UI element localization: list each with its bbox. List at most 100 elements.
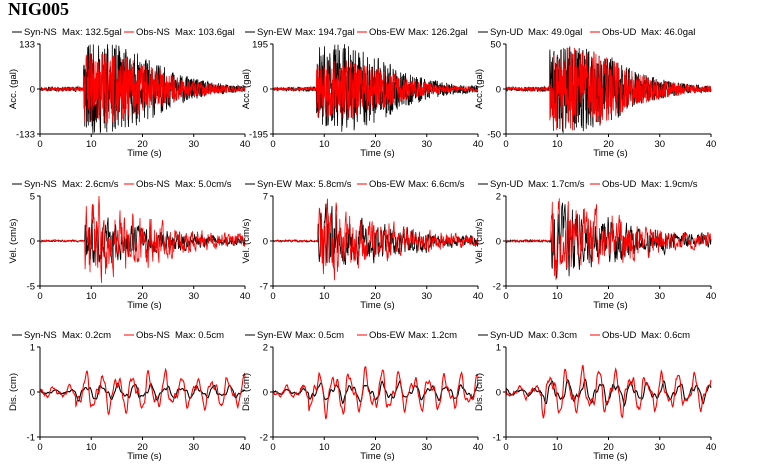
legend-max-syn: Max: 0.2cm — [62, 330, 111, 341]
x-tick-label: 30 — [654, 442, 665, 453]
x-tick-label: 40 — [706, 442, 717, 453]
y-tick-label: 7 — [263, 192, 268, 203]
legend-label-obs: Obs-NS — [136, 330, 170, 341]
panel-vel-ud: Syn-UD Max: 1.7cm/s Obs-UD Max: 1.9cm/s-202… — [474, 179, 716, 311]
x-tick-label: 10 — [552, 442, 563, 453]
legend: Syn-EW Max: 0.5cm Obs-EW Max: 1.2cm — [245, 330, 457, 341]
y-tick-label: -7 — [260, 282, 268, 293]
y-tick-label: -1 — [493, 433, 501, 444]
x-tick-label: 0 — [503, 139, 508, 150]
x-tick-label: 40 — [240, 139, 251, 150]
y-axis-label: Acc. (gal) — [474, 69, 485, 109]
x-axis-label: Time (s) — [593, 300, 627, 311]
y-axis-label: Dis. (cm) — [474, 373, 485, 411]
x-tick-label: 30 — [188, 139, 199, 150]
legend-max-syn: Max: 0.3cm — [528, 330, 577, 341]
y-tick-label: -50 — [487, 130, 501, 141]
y-tick-label: 1 — [496, 343, 501, 354]
x-tick-label: 10 — [319, 442, 330, 453]
series-syn-ns — [39, 382, 246, 402]
series-obs-ew — [272, 366, 479, 420]
y-tick-label: 0 — [263, 85, 268, 96]
x-tick-label: 30 — [188, 442, 199, 453]
legend-label-obs: Obs-NS — [136, 179, 170, 190]
legend-max-syn: Max: 132.5gal — [62, 27, 122, 38]
series-obs-ew — [272, 198, 479, 281]
legend: Syn-EW Max: 194.7gal Obs-EW Max: 126.2gal — [245, 27, 468, 38]
x-tick-label: 0 — [270, 442, 275, 453]
y-tick-label: 2 — [496, 192, 501, 203]
y-axis-label: Vel. (cm/s) — [241, 219, 252, 264]
x-axis-label: Time (s) — [593, 148, 627, 159]
y-tick-label: 0 — [263, 237, 268, 248]
legend-max-syn: Max: 2.6cm/s — [62, 179, 119, 190]
legend: Syn-UD Max: 49.0gal Obs-UD Max: 46.0gal — [478, 27, 695, 38]
x-tick-label: 30 — [421, 291, 432, 302]
y-axis-label: Dis. (cm) — [241, 373, 252, 411]
y-tick-label: 0 — [496, 237, 501, 248]
panel-vel-ns: Syn-NS Max: 2.6cm/s Obs-NS Max: 5.0cm/s-505… — [8, 179, 250, 311]
y-axis-label: Acc. (gal) — [241, 69, 252, 109]
legend-max-obs: Max: 5.0cm/s — [175, 179, 232, 190]
x-tick-label: 20 — [137, 139, 148, 150]
legend-max-obs: Max: 0.5cm — [175, 330, 224, 341]
x-tick-label: 40 — [240, 291, 251, 302]
y-tick-label: -133 — [16, 130, 35, 141]
x-tick-label: 30 — [654, 291, 665, 302]
legend-max-obs: Max: 1.2cm — [408, 330, 457, 341]
panel-acc-ud: Syn-UD Max: 49.0gal Obs-UD Max: 46.0gal-500… — [474, 27, 716, 159]
x-tick-label: 40 — [706, 291, 717, 302]
y-tick-label: 0 — [496, 85, 501, 96]
legend: Syn-NS Max: 2.6cm/s Obs-NS Max: 5.0cm/s — [12, 179, 232, 190]
y-tick-label: 0 — [496, 388, 501, 399]
station-title: NIG005 — [8, 0, 70, 19]
panel-acc-ew: Syn-EW Max: 194.7gal Obs-EW Max: 126.2gal -1… — [241, 27, 483, 159]
x-tick-label: 10 — [86, 291, 97, 302]
y-tick-label: -195 — [249, 130, 268, 141]
legend: Syn-EW Max: 5.8cm/s Obs-EW Max: 6.6cm/s — [245, 179, 465, 190]
series-obs-ns — [39, 195, 246, 283]
legend-label-syn: Syn-EW — [257, 179, 292, 190]
legend-label-obs: Obs-EW — [369, 179, 405, 190]
x-axis-label: Time (s) — [360, 451, 394, 462]
x-axis-label: Time (s) — [360, 148, 394, 159]
y-tick-label: 0 — [30, 237, 35, 248]
y-axis-label: Vel. (cm/s) — [8, 219, 19, 264]
x-tick-label: 40 — [240, 442, 251, 453]
x-tick-label: 40 — [473, 442, 484, 453]
legend-label-syn: Syn-EW — [257, 27, 292, 38]
legend-label-obs: Obs-UD — [602, 27, 636, 38]
legend-label-obs: Obs-UD — [602, 179, 636, 190]
x-tick-label: 0 — [503, 442, 508, 453]
legend-max-obs: Max: 0.6cm — [641, 330, 690, 341]
x-tick-label: 10 — [552, 139, 563, 150]
x-tick-label: 0 — [270, 291, 275, 302]
legend-max-obs: Max: 1.9cm/s — [641, 179, 698, 190]
y-axis-label: Acc. (gal) — [8, 69, 19, 109]
x-tick-label: 10 — [86, 139, 97, 150]
y-tick-label: 195 — [252, 40, 268, 51]
legend-label-obs: Obs-NS — [136, 27, 170, 38]
y-tick-label: 5 — [30, 192, 35, 203]
x-tick-label: 10 — [552, 291, 563, 302]
y-tick-label: 50 — [490, 40, 501, 51]
legend-label-obs: Obs-EW — [369, 330, 405, 341]
x-axis-label: Time (s) — [127, 148, 161, 159]
x-axis-label: Time (s) — [593, 451, 627, 462]
y-tick-label: -5 — [27, 282, 35, 293]
x-tick-label: 0 — [503, 291, 508, 302]
panel-vel-ew: Syn-EW Max: 5.8cm/s Obs-EW Max: 6.6cm/s-707… — [241, 179, 483, 311]
x-tick-label: 40 — [473, 139, 484, 150]
x-axis-label: Time (s) — [127, 451, 161, 462]
x-tick-label: 20 — [137, 442, 148, 453]
legend-max-syn: Max: 49.0gal — [528, 27, 582, 38]
legend-max-syn: Max: 0.5cm — [295, 330, 344, 341]
series-obs-ud — [505, 198, 712, 280]
x-axis-label: Time (s) — [127, 300, 161, 311]
y-tick-label: -1 — [27, 433, 35, 444]
legend-label-syn: Syn-UD — [490, 330, 523, 341]
